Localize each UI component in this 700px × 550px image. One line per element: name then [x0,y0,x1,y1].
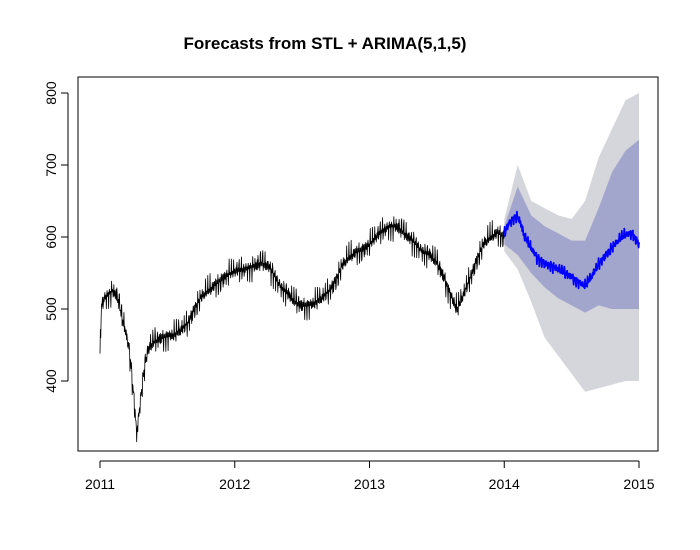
prediction-intervals [504,93,639,392]
x-tick-label: 2011 [85,476,115,492]
x-tick-label: 2015 [623,476,654,492]
x-tick-label: 2013 [354,476,385,492]
y-tick-label: 600 [43,225,59,249]
y-tick-label: 400 [43,369,59,393]
y-axis: 400 500 600 700 800 [43,81,69,393]
forecast-line [503,210,640,290]
band-80 [504,139,639,313]
chart-title: Forecasts from STL + ARIMA(5,1,5) [184,34,467,53]
y-tick-label: 500 [43,297,59,321]
x-axis: 2011 2012 2013 2014 2015 [85,460,655,492]
x-tick-label: 2012 [219,476,250,492]
history-line [99,216,505,443]
y-tick-label: 700 [43,153,59,177]
plot-frame [77,76,659,452]
series-lines [99,210,640,443]
y-tick-label: 800 [43,81,59,105]
x-tick-label: 2014 [489,476,520,492]
